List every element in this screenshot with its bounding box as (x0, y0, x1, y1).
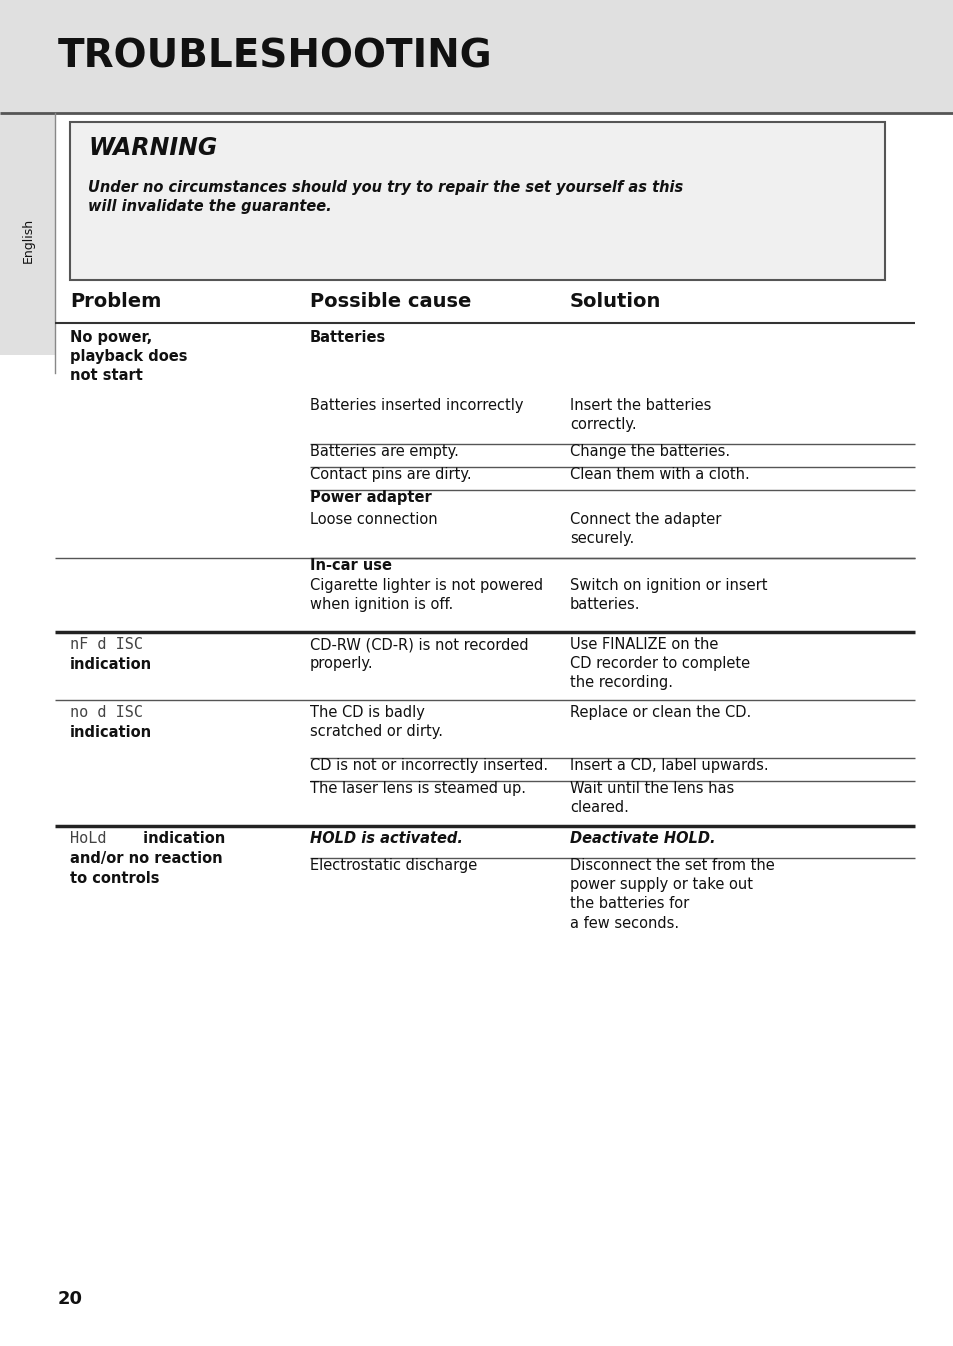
Text: no d ISC: no d ISC (70, 705, 143, 720)
Text: Batteries: Batteries (310, 330, 386, 345)
Text: Insert a CD, label upwards.: Insert a CD, label upwards. (569, 758, 768, 773)
Text: Batteries are empty.: Batteries are empty. (310, 444, 458, 459)
Text: Connect the adapter
securely.: Connect the adapter securely. (569, 511, 720, 546)
Text: Change the batteries.: Change the batteries. (569, 444, 729, 459)
Text: English: English (22, 218, 34, 262)
Text: indication: indication (70, 657, 152, 672)
Text: Batteries inserted incorrectly: Batteries inserted incorrectly (310, 398, 523, 413)
Text: indication: indication (70, 725, 152, 740)
Text: CD is not or incorrectly inserted.: CD is not or incorrectly inserted. (310, 758, 548, 773)
Text: Wait until the lens has
cleared.: Wait until the lens has cleared. (569, 781, 734, 816)
Text: Solution: Solution (569, 292, 660, 311)
Text: Possible cause: Possible cause (310, 292, 471, 311)
Text: Switch on ignition or insert
batteries.: Switch on ignition or insert batteries. (569, 577, 767, 612)
Text: Insert the batteries
correctly.: Insert the batteries correctly. (569, 398, 711, 432)
Text: Cigarette lighter is not powered
when ignition is off.: Cigarette lighter is not powered when ig… (310, 577, 542, 612)
Bar (0, 373, 60, 388)
Text: The CD is badly
scratched or dirty.: The CD is badly scratched or dirty. (310, 705, 442, 739)
Text: In-car use: In-car use (310, 559, 392, 573)
Text: Power adapter: Power adapter (310, 490, 432, 505)
Text: Replace or clean the CD.: Replace or clean the CD. (569, 705, 750, 720)
Text: Clean them with a cloth.: Clean them with a cloth. (569, 467, 749, 482)
Text: Electrostatic discharge: Electrostatic discharge (310, 857, 476, 874)
Text: indication: indication (138, 830, 225, 847)
Text: CD-RW (CD-R) is not recorded
properly.: CD-RW (CD-R) is not recorded properly. (310, 637, 528, 672)
Text: HoLd: HoLd (70, 830, 107, 847)
Bar (70, 122, 884, 280)
Bar (0, 0, 953, 113)
Text: The laser lens is steamed up.: The laser lens is steamed up. (310, 781, 525, 795)
Text: Use FINALIZE on the
CD recorder to complete
the recording.: Use FINALIZE on the CD recorder to compl… (569, 637, 749, 690)
Text: HOLD is activated.: HOLD is activated. (310, 830, 462, 847)
Text: to controls: to controls (70, 871, 159, 886)
Text: Contact pins are dirty.: Contact pins are dirty. (310, 467, 471, 482)
Text: 20: 20 (58, 1289, 83, 1308)
Text: Deactivate HOLD.: Deactivate HOLD. (569, 830, 715, 847)
Text: TROUBLESHOOTING: TROUBLESHOOTING (58, 38, 492, 75)
Text: and/or no reaction: and/or no reaction (70, 851, 222, 865)
Text: Disconnect the set from the
power supply or take out
the batteries for
a few sec: Disconnect the set from the power supply… (569, 857, 774, 930)
Text: nF d ISC: nF d ISC (70, 637, 143, 651)
Bar (0, 113, 55, 373)
Text: Problem: Problem (70, 292, 161, 311)
Text: Under no circumstances should you try to repair the set yourself as this
will in: Under no circumstances should you try to… (88, 180, 682, 214)
Bar (0, 355, 55, 373)
Text: WARNING: WARNING (88, 136, 217, 160)
Text: No power,
playback does
not start: No power, playback does not start (70, 330, 188, 384)
Text: Loose connection: Loose connection (310, 511, 437, 528)
